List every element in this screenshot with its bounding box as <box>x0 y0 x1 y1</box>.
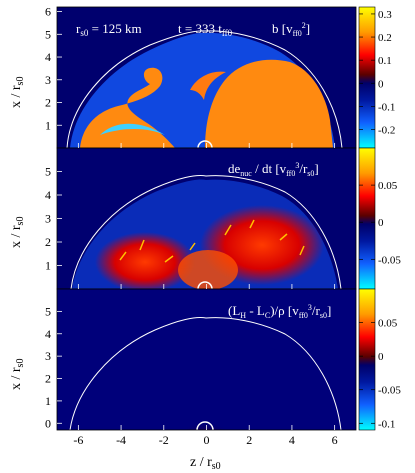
colorbar-tick-label: 0.05 <box>378 318 398 330</box>
x-axis-label: z / rs0 <box>190 455 221 472</box>
y-tick-label: 0 <box>45 416 51 430</box>
panel-top: 1 2 3 4 5 6 rs0 = 125 km t = 333 tff0 b [vff0… <box>9 5 395 149</box>
x-tick-label: -4 <box>116 433 126 447</box>
panel-bottom-shock <box>69 317 342 430</box>
panel-middle-yellow-streaks <box>119 219 305 263</box>
colorbar-tick-label: 0.2 <box>378 32 392 44</box>
y-tick-label: 1 <box>45 259 51 273</box>
y-tick-label: 2 <box>45 235 51 249</box>
panel-middle-colorbar <box>358 147 376 290</box>
colorbar-tick-label: -0.05 <box>378 254 401 266</box>
panel-top-right-plume <box>205 59 333 148</box>
panel-top-annotation-quantity: b [vff02] <box>272 21 310 38</box>
y-tick-label: 3 <box>45 73 51 87</box>
panel-top-center-finger <box>190 71 226 100</box>
colorbar-tick-label: 0.05 <box>378 180 398 192</box>
x-tick-label: -2 <box>159 433 169 447</box>
panel-middle-colorbar-ticks: 0.05 0 -0.05 <box>359 180 401 266</box>
panel-bottom-colorbar <box>358 288 376 431</box>
panel-top-y-label: x / rs0 <box>9 77 26 108</box>
panel-middle-shock <box>70 175 342 289</box>
panel-middle-y-label: x / rs0 <box>9 217 26 248</box>
y-tick-label: 2 <box>45 96 51 110</box>
panel-bottom-core-circle <box>196 421 214 430</box>
panel-bottom-y-label: x / rs0 <box>9 359 26 390</box>
y-tick-label: 3 <box>45 349 51 363</box>
panel-top-field <box>66 30 343 148</box>
y-tick-label: 4 <box>45 327 51 341</box>
y-tick-label: 1 <box>45 118 51 132</box>
y-tick-label: 5 <box>45 304 51 318</box>
y-tick-label: 4 <box>45 188 51 202</box>
panel-top-left-plume <box>80 67 175 148</box>
panel-top-y-ticks: 1 2 3 4 5 6 <box>45 5 62 132</box>
panel-top-annotation-radius: rs0 = 125 km <box>76 21 142 38</box>
panel-top-cyan-streak <box>100 123 165 135</box>
panel-top-shock <box>66 30 343 148</box>
x-tick-label: 6 <box>332 433 338 447</box>
panel-middle: 1 2 3 4 5 denuc / dt [vff03/rs0] x / rs0 0.0… <box>9 147 401 290</box>
y-tick-label: 3 <box>45 212 51 226</box>
panel-middle-burning-core <box>178 250 238 289</box>
x-axis-ticks: -6 -4 -2 0 2 4 6 <box>73 143 338 447</box>
panel-top-core-circle <box>197 140 213 148</box>
colorbar-tick-label: -0.1 <box>378 101 395 113</box>
x-tick-label: -6 <box>73 433 83 447</box>
panel-bottom-y-ticks: 0 1 2 3 4 5 <box>45 304 62 430</box>
panel-middle-burning-left <box>95 232 195 289</box>
colorbar-tick-label: 0 <box>378 351 384 363</box>
panel-top-colorbar <box>358 6 376 149</box>
y-tick-label: 5 <box>45 27 51 41</box>
y-tick-label: 4 <box>45 50 51 64</box>
x-tick-label: 4 <box>289 433 295 447</box>
colorbar-tick-label: 0 <box>378 217 384 229</box>
y-tick-label: 6 <box>45 5 51 19</box>
y-tick-label: 1 <box>45 394 51 408</box>
panel-bottom: 0 1 2 3 4 5 (LH - LC)/ρ [vff03/rs0] x / rs0 0… <box>9 288 401 431</box>
panel-top-annotation-time: t = 333 tff0 <box>178 21 233 38</box>
panel-middle-field <box>70 175 342 289</box>
panel-middle-y-ticks: 1 2 3 4 5 <box>45 165 62 273</box>
colorbar-tick-label: 0.3 <box>378 9 392 21</box>
panel-middle-core-circle <box>197 281 213 289</box>
y-tick-label: 5 <box>45 165 51 179</box>
colorbar-tick-label: 0.1 <box>378 55 392 67</box>
panel-bottom-field <box>69 317 342 430</box>
colorbar-tick-label: 0 <box>378 78 384 90</box>
panel-bottom-colorbar-ticks: 0.05 0 -0.05 -0.1 <box>359 318 401 430</box>
y-tick-label: 2 <box>45 372 51 386</box>
panel-bottom-core-heating <box>171 390 239 430</box>
colorbar-tick-label: -0.2 <box>378 125 395 137</box>
x-tick-label: 0 <box>204 433 210 447</box>
x-tick-label: 2 <box>246 433 252 447</box>
colorbar-tick-label: -0.05 <box>378 385 401 397</box>
panel-top-colorbar-ticks: 0.3 0.2 0.1 0 -0.1 -0.2 <box>359 9 395 137</box>
colorbar-tick-label: -0.1 <box>378 418 395 430</box>
panel-bottom-annotation: (LH - LC)/ρ [vff03/rs0] <box>228 303 331 320</box>
panel-middle-annotation: denuc / dt [vff03/rs0] <box>228 161 319 178</box>
